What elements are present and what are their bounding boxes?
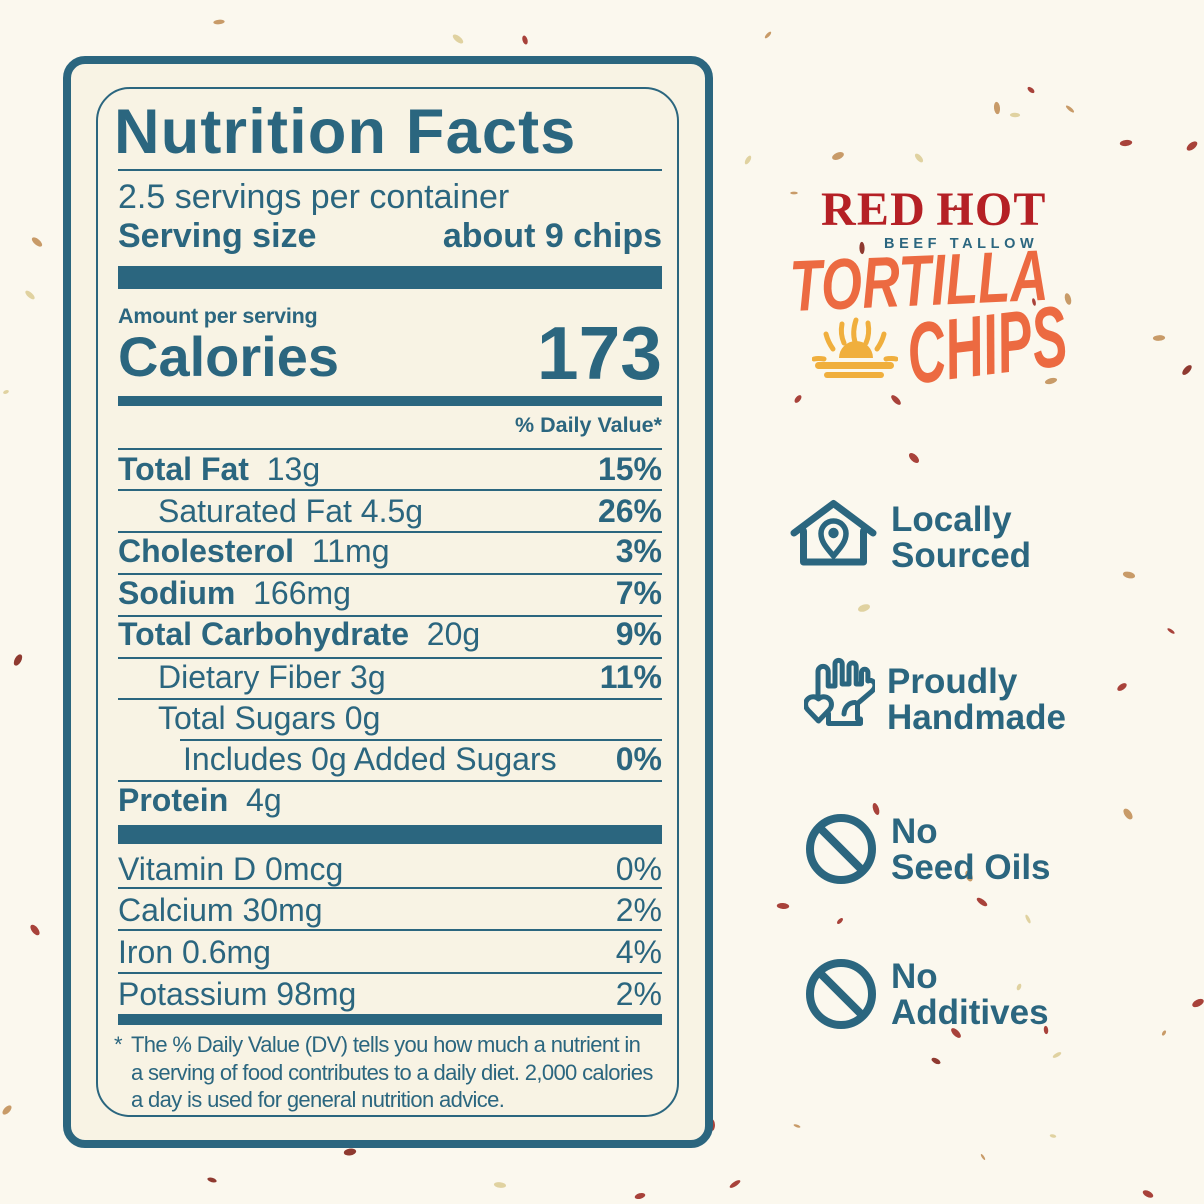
svg-text:CHIPS: CHIPS xyxy=(902,288,1073,395)
svg-text:TORTILLA: TORTILLA xyxy=(788,245,1049,327)
